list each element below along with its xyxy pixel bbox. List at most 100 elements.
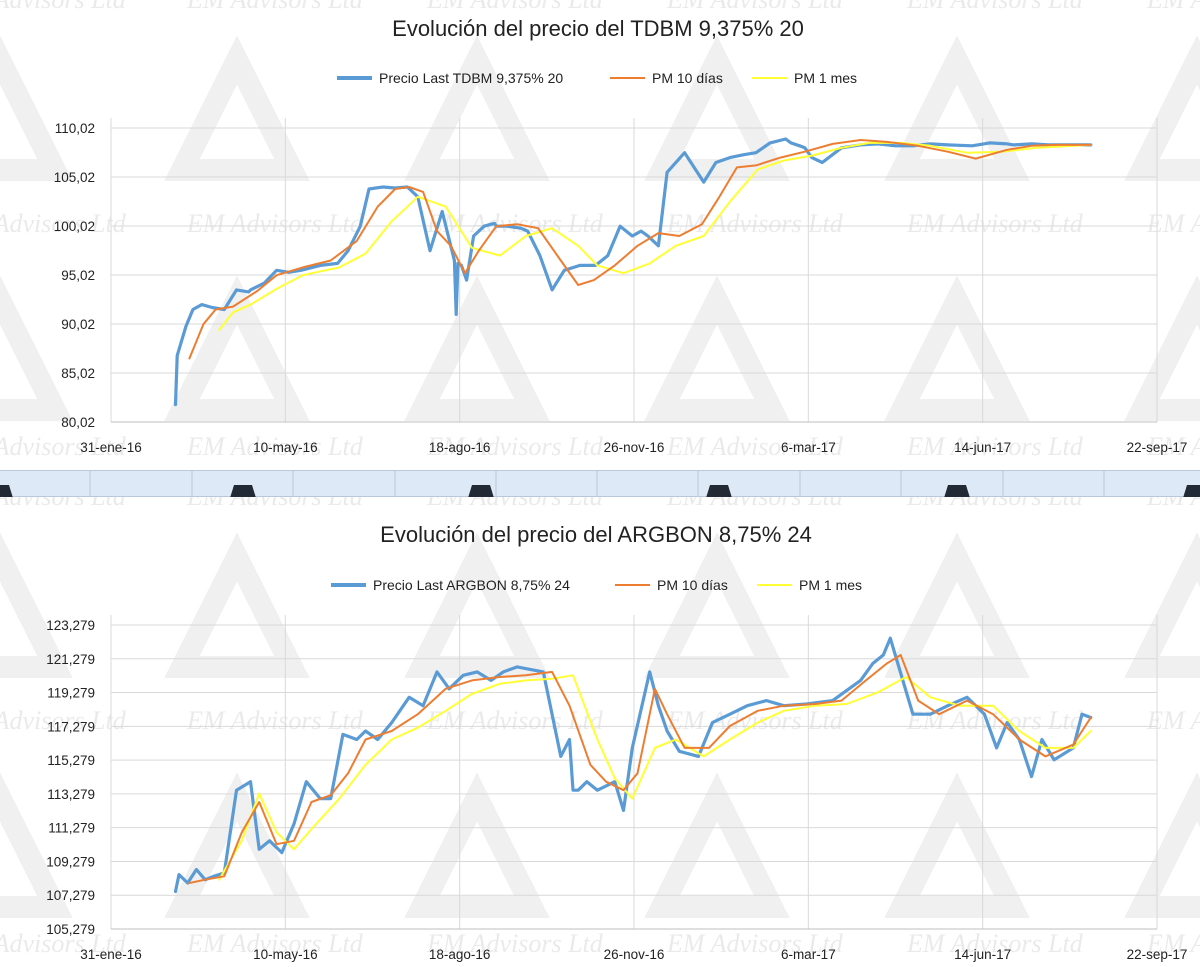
watermark-text: EM Advisors Ltd: [0, 497, 127, 511]
y-tick-label: 105,279: [46, 922, 95, 937]
watermark-icon: [0, 35, 73, 181]
watermark-text: EM Advisors Ltd: [1146, 706, 1200, 735]
watermark-text: EM Advisors Ltd: [1146, 209, 1200, 238]
y-tick-label: 80,02: [61, 415, 95, 430]
watermark-text: EM Advisors Ltd: [426, 432, 604, 461]
watermark-text: EM Advisors Ltd: [186, 706, 364, 735]
x-tick-label: 14-jun-17: [954, 947, 1011, 962]
separator-marker: [0, 485, 13, 498]
watermark-layer: EM Advisors Ltd EM Advisors Ltd EM Advisor…: [0, 0, 1200, 461]
x-tick-label: 26-nov-16: [604, 947, 665, 962]
watermark-text: EM Advisors Ltd: [0, 209, 127, 238]
watermark-text: EM Advisors Ltd: [426, 0, 604, 14]
watermark-icon: [164, 772, 310, 918]
grid: [110, 118, 1158, 423]
watermark-text: EM Advisors Ltd: [666, 209, 844, 238]
watermark-icon: [404, 532, 550, 678]
watermark-text: EM Advisors Ltd: [1146, 0, 1200, 14]
watermark-icon: [404, 275, 550, 421]
series-layer: [173, 137, 1093, 407]
series-line-pm10: [188, 654, 1092, 884]
watermark-text: EM Advisors Ltd: [186, 929, 364, 958]
watermark-icon: [0, 532, 73, 678]
watermark-text: EM Advisors Ltd: [186, 432, 364, 461]
y-tick-label: 90,02: [61, 317, 95, 332]
watermark-text: EM Advisors Ltd: [0, 929, 127, 958]
watermark-text: EM Advisors Ltd: [426, 929, 604, 958]
legend-label-price: Precio Last ARGBON 8,75% 24: [373, 577, 570, 593]
y-axis: 105,279 107,279 109,279 111,279 113,279 115,2…: [46, 618, 95, 937]
y-tick-label: 113,279: [47, 787, 95, 802]
watermark-icon: [644, 532, 790, 678]
x-tick-label: 31-ene-16: [80, 440, 142, 455]
watermark-text: EM Advisors Ltd: [426, 706, 604, 735]
watermark-icon: [884, 275, 1030, 421]
y-tick-label: 110,02: [55, 121, 95, 136]
watermark-text: EM Advisors Ltd: [666, 0, 844, 14]
watermark-icon: [1124, 532, 1200, 678]
y-tick-label: 119,279: [47, 686, 95, 701]
watermark-icon: [0, 275, 73, 421]
watermark-text: EM Advisors Ltd: [426, 497, 604, 511]
separator-marker: [706, 485, 732, 498]
watermark-icon: [644, 35, 790, 181]
y-tick-label: 107,279: [46, 888, 95, 903]
watermark-text: EM Advisors Ltd: [186, 0, 364, 14]
y-tick-label: 121,279: [46, 652, 95, 667]
watermark-text: EM Advisors Ltd: [666, 432, 844, 461]
watermark-text: EM Advisors Ltd: [666, 929, 844, 958]
separator-decoration: [0, 471, 1200, 498]
watermark-text: EM Advisors Ltd: [1146, 497, 1200, 511]
watermark-icon: [1124, 772, 1200, 918]
x-tick-label: 14-jun-17: [954, 440, 1011, 455]
legend-label-pm1m: PM 1 mes: [799, 577, 862, 593]
x-tick-label: 18-ago-16: [429, 440, 491, 455]
y-tick-label: 123,279: [46, 618, 95, 633]
x-tick-label: 18-ago-16: [429, 947, 491, 962]
x-axis: 31-ene-16 10-may-16 18-ago-16 26-nov-16 6-ma…: [80, 947, 1187, 962]
x-tick-label: 6-mar-17: [781, 947, 836, 962]
watermark-icon: [644, 275, 790, 421]
watermark-text: EM Advisors Ltd: [1146, 929, 1200, 958]
legend-label-pm1m: PM 1 mes: [794, 70, 857, 86]
watermark-icon: [884, 35, 1030, 181]
watermark-text: EM Advisors Ltd: [666, 706, 844, 735]
watermark-text: EM Advisors Ltd: [186, 497, 364, 511]
watermark-icon: [884, 532, 1030, 678]
y-tick-label: 105,02: [54, 170, 95, 185]
y-tick-label: 100,02: [54, 219, 95, 234]
watermark-text: EM Advisors Ltd: [1146, 432, 1200, 461]
legend: Precio Last ARGBON 8,75% 24 PM 10 días P…: [331, 577, 862, 593]
watermark-text: EM Advisors Ltd: [0, 706, 127, 735]
separator-dividers: [89, 471, 1105, 498]
watermark-icon: [1124, 275, 1200, 421]
watermark-icon: [644, 772, 790, 918]
watermark-text: EM Advisors Ltd: [906, 209, 1084, 238]
y-tick-label: 95,02: [61, 268, 95, 283]
separator-markers: [0, 485, 1200, 498]
grid: [110, 615, 1158, 930]
watermark-text: EM Advisors Ltd: [666, 497, 844, 511]
watermark-icon: [884, 772, 1030, 918]
x-tick-label: 22-sep-17: [1127, 440, 1188, 455]
legend-label-pm10: PM 10 días: [652, 70, 723, 86]
series-layer: [173, 636, 1093, 894]
chart-title: Evolución del precio del TDBM 9,375% 20: [392, 16, 804, 41]
x-tick-label: 6-mar-17: [781, 440, 836, 455]
y-tick-label: 85,02: [61, 366, 95, 381]
separator-marker: [1183, 485, 1200, 498]
chart-tdbm: EM Advisors Ltd EM Advisors Ltd EM Advisor…: [0, 0, 1200, 461]
watermark-icon: [164, 532, 310, 678]
legend-label-price: Precio Last TDBM 9,375% 20: [379, 70, 563, 86]
watermark-text: EM Advisors Ltd: [0, 432, 127, 461]
watermark-icon: [164, 275, 310, 421]
x-tick-label: 10-may-16: [253, 440, 318, 455]
chart-separator-bar: [0, 470, 1200, 498]
series-line-pm10: [188, 139, 1092, 360]
watermark-text: EM Advisors Ltd: [906, 497, 1084, 511]
series-line-price: [173, 636, 1093, 894]
watermark-layer: EM Advisors Ltd EM Advisors Ltd EM Advisor…: [0, 497, 1200, 958]
watermark-icon: [404, 772, 550, 918]
chart-panel-argbon: EM Advisors Ltd EM Advisors Ltd EM Advisor…: [0, 497, 1200, 967]
separator-marker: [944, 485, 970, 498]
